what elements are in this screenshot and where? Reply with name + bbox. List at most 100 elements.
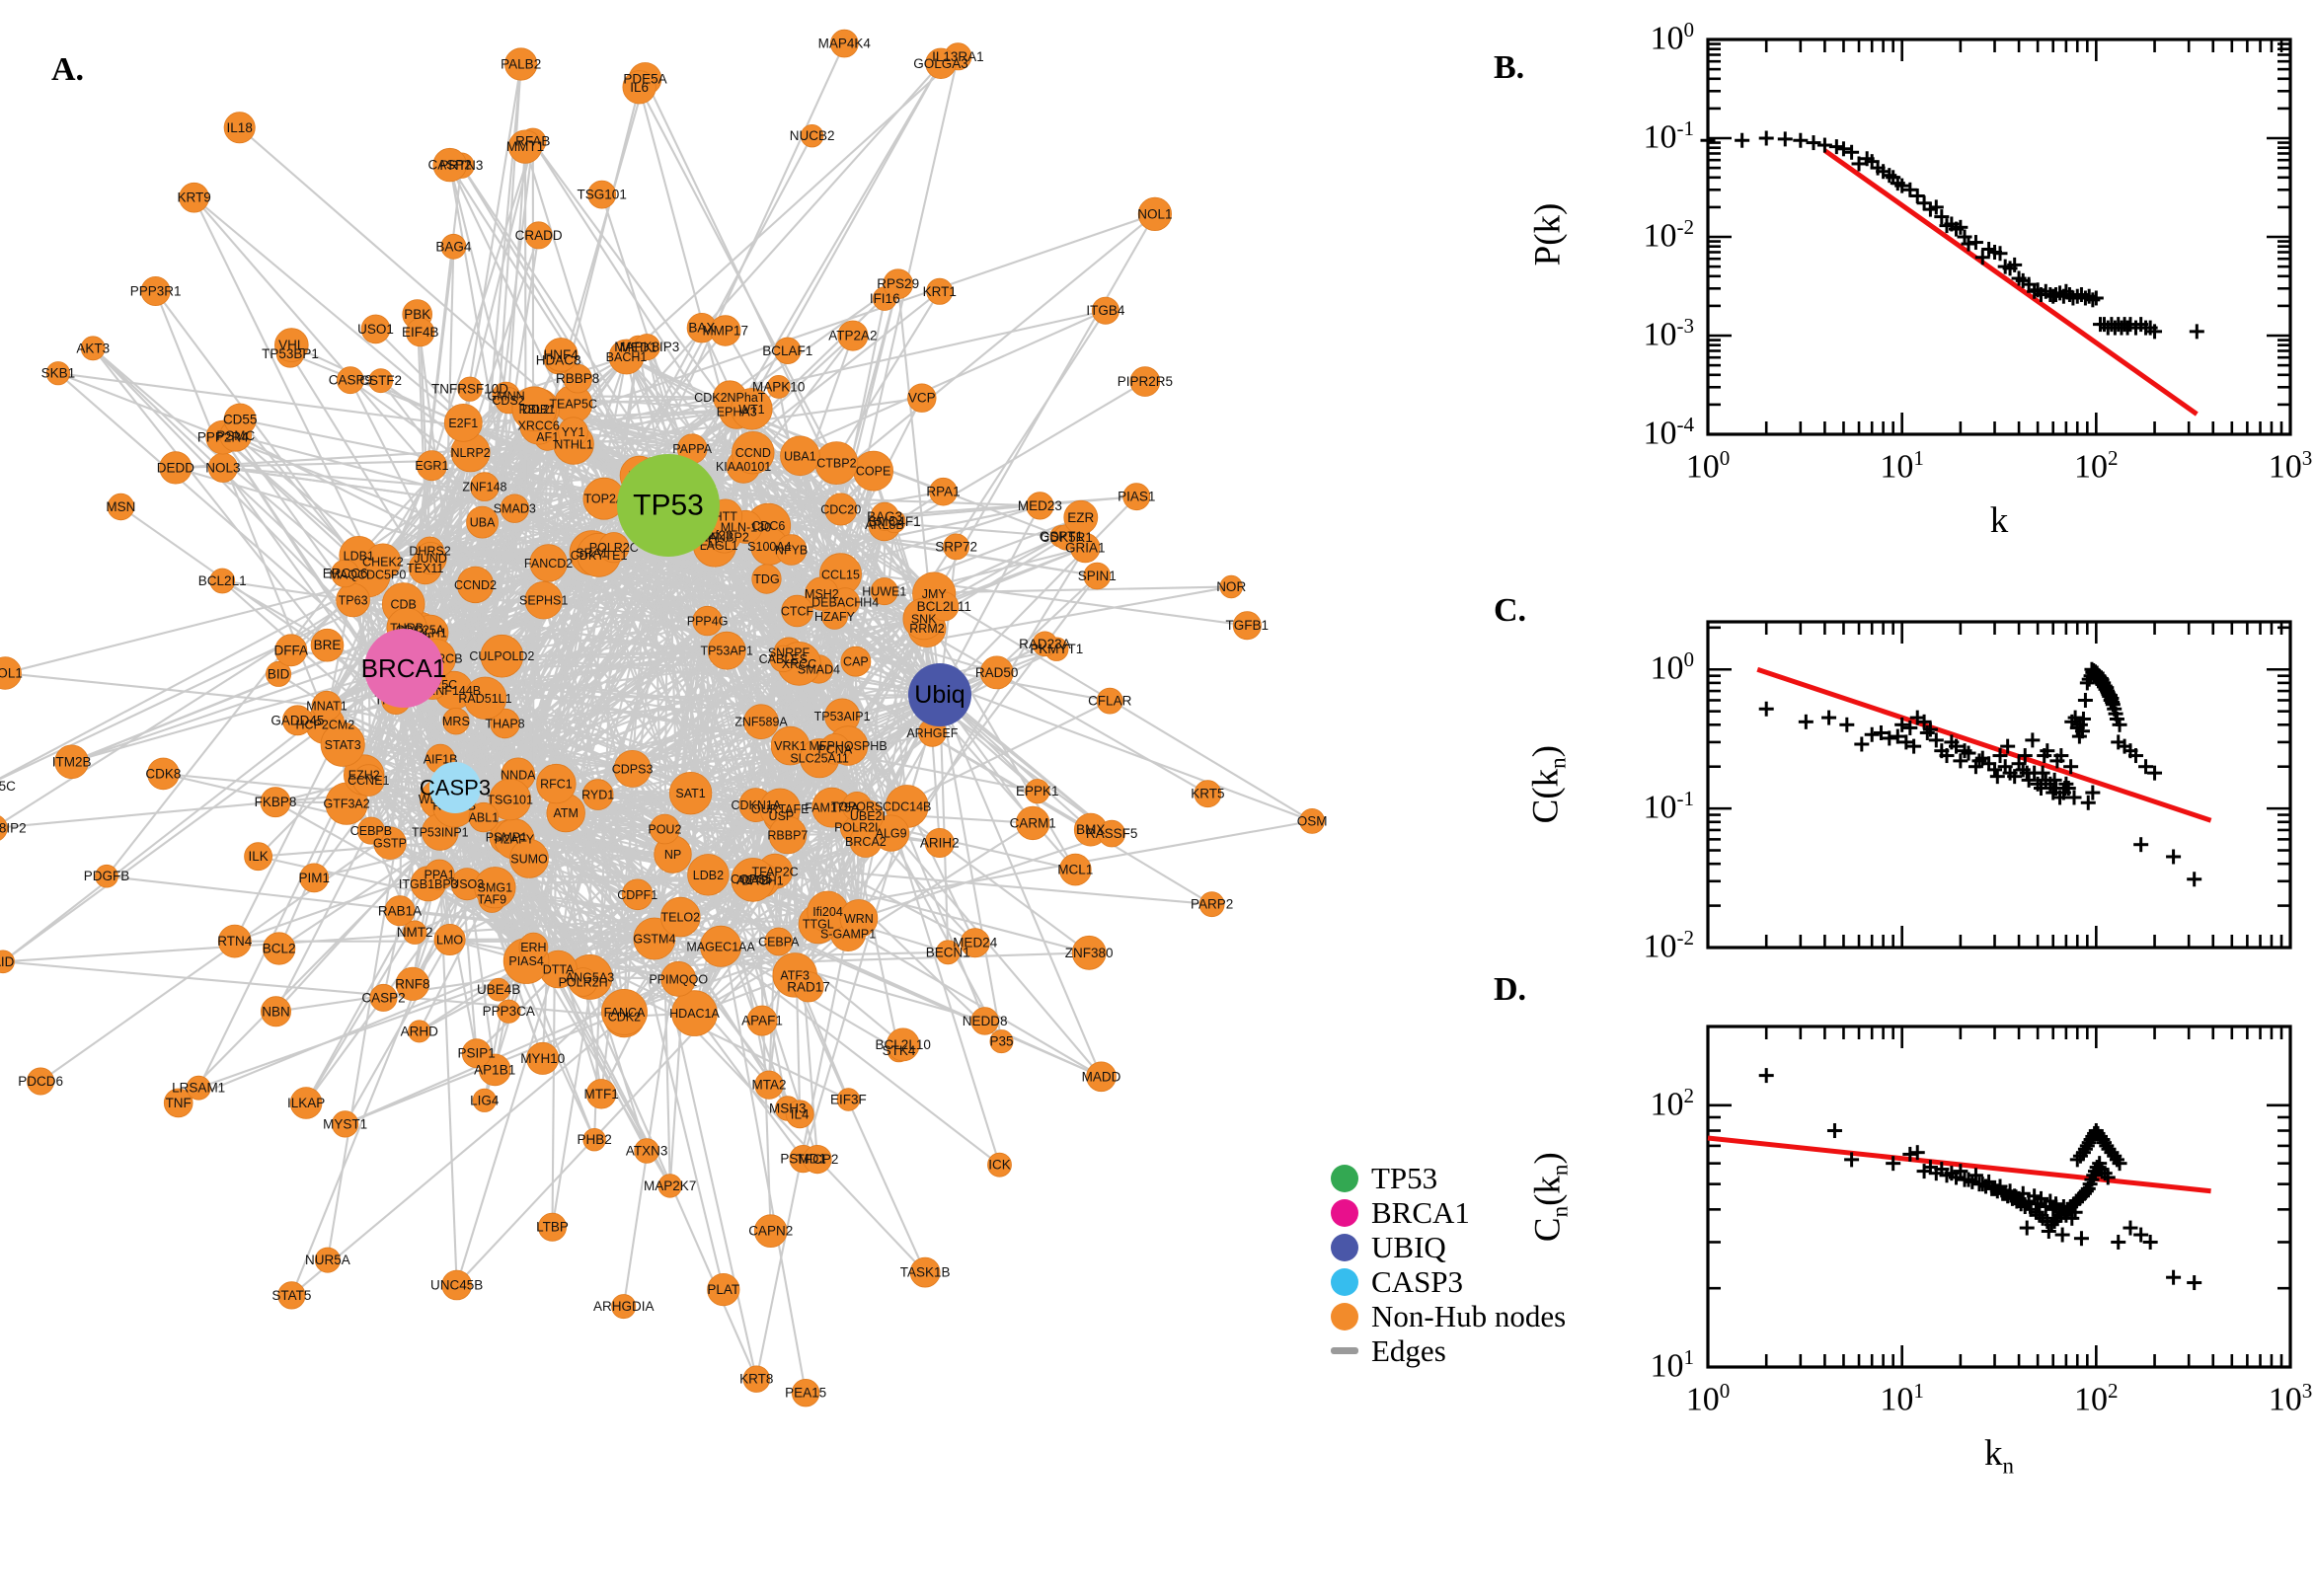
network-node-label: ARHGEF (906, 726, 958, 740)
network-node-label: RBL2 (519, 403, 550, 417)
y-tick-label: 102 (1461, 1084, 1694, 1123)
network-node-label: POLR2C (589, 541, 639, 555)
network-node-label: GADD45 (270, 713, 324, 727)
data-point (2123, 1221, 2137, 1236)
network-node-label: XRCC6 (518, 419, 560, 433)
y-axis-label: C(kn) (1524, 676, 1571, 893)
network-node-label: NOR (1216, 579, 1246, 594)
network-node-label: COL1 (0, 666, 23, 681)
network-node-label: WT1 (738, 403, 764, 417)
plot-frame (1708, 39, 2290, 434)
data-point (2025, 732, 2040, 747)
data-point (2143, 1235, 2158, 1250)
hub-node-label: BRCA1 (361, 653, 447, 683)
network-node-label: LIG4 (470, 1093, 500, 1107)
data-point (2078, 693, 2093, 708)
network-node-label: FANCD2 (524, 557, 573, 570)
network-node-label: PIPR2R5 (1118, 374, 1173, 389)
network-node-label: TP53INP1 (412, 825, 469, 839)
network-node-label: TELO2 (660, 911, 700, 925)
network-node-label: CCNE1 (347, 774, 389, 788)
network-node-label: KRT8 (739, 1372, 773, 1387)
network-node-label: KIAA0101 (716, 460, 771, 474)
network-node-label: RPA1 (926, 485, 960, 499)
network-node-label: NOL3 (205, 460, 240, 475)
data-point (2020, 1221, 2035, 1236)
network-node-label: VCP (908, 391, 936, 406)
data-point (1759, 702, 1774, 717)
network-node-label: ITGB4 (1086, 303, 1125, 318)
legend-item-label: TP53 (1371, 1161, 1437, 1196)
y-tick-label: 100 (1461, 18, 1694, 57)
network-node-label: UBE2I (850, 809, 886, 823)
network-node-label: ILKAP (287, 1096, 325, 1110)
y-tick-label: 101 (1461, 1345, 1694, 1385)
network-node-label: MSH2 (805, 587, 839, 601)
node-swatch-icon (1331, 1303, 1358, 1330)
network-node-label: USO1 (357, 322, 394, 337)
network-node-label: KRT5 (1191, 787, 1224, 801)
network-node-label: PSMC (216, 428, 255, 443)
network-node-label: NEDD8 (963, 1014, 1008, 1028)
network-node-label: NFYB (775, 544, 808, 558)
network-node-label: MAPK8IP3 (614, 340, 679, 354)
data-point (1759, 1068, 1774, 1083)
data-point (2166, 849, 2181, 864)
network-node-label: RFC1 (540, 778, 573, 792)
network-node-label: TFCP2 (797, 1152, 839, 1167)
data-point (1817, 138, 1832, 153)
network-node-label: BAG3 (867, 509, 902, 524)
panel-c-letter: C. (1494, 592, 1526, 630)
network-node-label: SUMO (510, 852, 548, 866)
network-node-label: NNDA (501, 768, 536, 782)
network-node-label: ATM (553, 806, 578, 820)
network-node-label: TTGL (803, 918, 834, 932)
plot-frame (1708, 1026, 2290, 1367)
data-point (1844, 145, 1859, 160)
network-node-label: SRP72 (935, 539, 977, 554)
network-node-label: TNFRSF10D (431, 382, 508, 397)
y-tick-label: 10-3 (1461, 314, 1694, 353)
network-node-label: PPP2R5C (0, 779, 16, 794)
network-node-label: DEDD (157, 460, 195, 475)
data-point (1827, 1123, 1842, 1138)
network-node-label: EZR (1067, 510, 1094, 525)
network-node-label: ZNF380 (1065, 946, 1114, 960)
network-node-label: BCL2 (263, 942, 296, 956)
network-node-label: EGR1 (415, 459, 448, 473)
network-node-label: PALB2 (501, 57, 541, 72)
network-node-label: RYD1 (581, 789, 614, 802)
network-node-label: UBA1 (784, 449, 816, 463)
network-node-label: PEA15 (785, 1386, 826, 1401)
network-node-label: PPP4G (687, 615, 729, 629)
y-tick-label: 10-2 (1461, 215, 1694, 255)
network-node-label: IL4 (791, 1106, 810, 1121)
data-point (1799, 715, 1814, 729)
network-node-label: FANCA (604, 1006, 646, 1020)
network-node-label: EIF3F (830, 1093, 867, 1107)
network-node-label: KRT1 (923, 284, 957, 299)
panel-b-plot (1461, 0, 2316, 592)
network-node-label: WRN (844, 912, 874, 926)
data-point (1836, 141, 1851, 156)
data-point (1759, 131, 1774, 146)
y-tick-label: 10-2 (1461, 926, 1694, 965)
network-node-label: GSTM4 (633, 933, 675, 947)
network-node-label: RAD50 (975, 665, 1019, 680)
network-node-label: CARM1 (1010, 815, 1056, 830)
network-node-label: OSM (1297, 813, 1328, 828)
network-node-label: PPP3R1 (130, 284, 182, 299)
network-node-label: CTBP2 (816, 457, 856, 471)
network-node-label: IL18 (227, 120, 253, 135)
network-node-label: MADD (1082, 1069, 1121, 1084)
legend-item-label: CASP3 (1371, 1264, 1463, 1300)
network-node-label: UNC45B (430, 1278, 483, 1293)
network-node-label: RASSF5 (1086, 826, 1138, 841)
network-node-label: MTA2 (751, 1078, 786, 1093)
network-node-label: ICK (988, 1158, 1011, 1173)
power-law-fit-line (1824, 150, 2197, 414)
network-node-label: MTF1 (583, 1087, 618, 1102)
data-point (2074, 1231, 2089, 1246)
network-node-label: SMAD3 (494, 502, 536, 516)
network-node-label: STAT5 (271, 1288, 311, 1303)
